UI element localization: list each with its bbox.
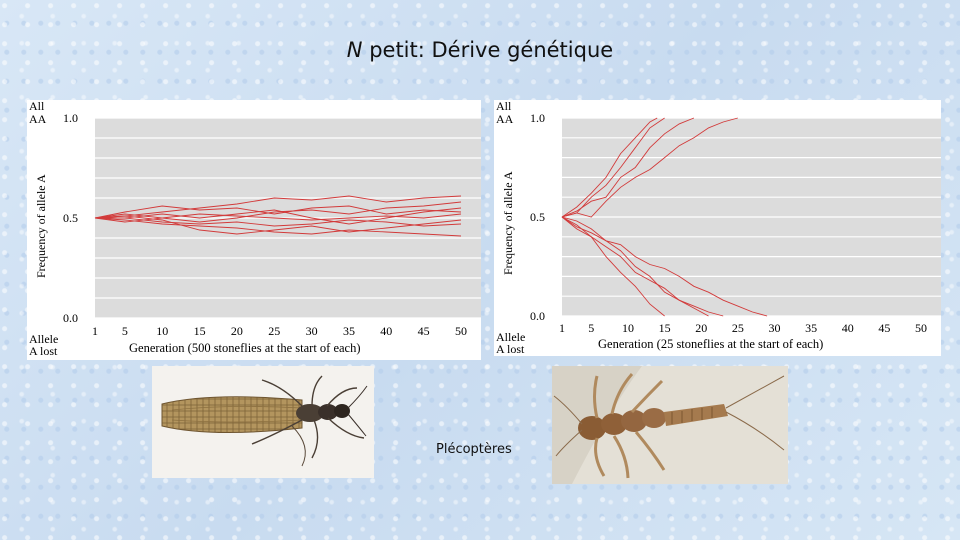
series-line-7 [94,215,462,235]
series-line-6 [561,216,724,317]
x-tick-label: 1 [92,324,98,338]
stonefly-adult-photo [152,366,374,478]
y-tick-labels: 0.0 0.5 1.0 [63,111,78,325]
x-tick-label: 30 [768,321,780,335]
x-tick-label: 15 [659,321,671,335]
x-tick-label: 10 [156,324,168,338]
x-tick-label: 30 [306,324,318,338]
series-line-8 [95,207,462,225]
x-tick-label: 10 [622,321,634,335]
y-axis-label: Frequency of allele A [34,174,48,278]
series-group [561,117,768,317]
drift-chart-small-population: All AA Allele A lost Frequency of allele… [496,100,941,356]
x-tick-label: 50 [455,324,467,338]
series-line-8 [561,216,665,317]
y-axis-label: Frequency of allele A [501,171,515,275]
y-tick-labels: 0.0 0.5 1.0 [530,111,545,323]
series-line-5 [94,205,462,219]
x-tick-label: 50 [915,321,927,335]
x-tick-label: 40 [842,321,854,335]
bottom-label-1: Allele [496,330,525,344]
series-line-2 [561,117,695,218]
series-line-6 [94,213,462,223]
series-line-1 [561,117,658,218]
top-label-1: All [496,100,512,113]
series-line-3 [94,201,462,223]
x-tick-labels: 1 5 10 15 20 25 30 35 40 45 50 [559,321,927,335]
bottom-label-2: A lost [496,342,525,356]
drift-chart-large-population: All AA Allele A lost Frequency of allele… [29,100,481,358]
y-tick-label: 0.5 [530,210,545,224]
x-tick-label: 1 [559,321,565,335]
y-tick-label: 1.0 [63,111,78,125]
bottom-label-1: Allele [29,332,58,346]
x-axis-label: Generation (500 stoneflies at the start … [129,341,361,355]
chart-panel-large-population: All AA Allele A lost Frequency of allele… [27,100,481,360]
x-tick-label: 20 [695,321,707,335]
series-line-2 [94,217,462,237]
stonefly-nymph-photo [552,366,788,484]
x-tick-label: 40 [380,324,392,338]
stonefly-nymph-illustration [552,366,788,484]
x-tick-label: 15 [194,324,206,338]
x-tick-label: 25 [732,321,744,335]
series-line-5 [561,216,768,317]
y-tick-label: 0.0 [530,309,545,323]
bottom-label-2: A lost [29,344,58,358]
stonefly-adult-illustration [161,375,368,467]
x-tick-label: 25 [268,324,280,338]
top-label-2: AA [496,112,514,126]
title-text: petit: Dérive génétique [362,38,614,62]
x-tick-label: 20 [231,324,243,338]
caption-plecopteres: Plécoptères [436,442,512,457]
y-tick-label: 0.5 [63,211,78,225]
series-line-1 [94,195,462,219]
x-tick-label: 45 [878,321,890,335]
x-axis-label: Generation (25 stoneflies at the start o… [598,337,823,351]
y-tick-label: 0.0 [63,311,78,325]
x-tick-label: 5 [122,324,128,338]
slide-title: N petit: Dérive génétique [0,38,960,62]
x-tick-label: 45 [418,324,430,338]
series-group [94,195,462,237]
top-label-2: AA [29,112,47,126]
y-tick-label: 1.0 [530,111,545,125]
x-tick-labels: 1 5 10 15 20 25 30 35 40 45 50 [92,324,467,338]
top-label-1: All [29,100,45,113]
series-line-4 [561,117,665,218]
series-line-7 [561,216,709,317]
x-tick-label: 35 [805,321,817,335]
grid-lines [95,117,481,319]
chart-panel-small-population: All AA Allele A lost Frequency of allele… [494,100,941,356]
series-line-3 [561,117,738,218]
x-tick-label: 5 [588,321,594,335]
x-tick-label: 35 [343,324,355,338]
series-line-4 [95,217,462,227]
title-italic-n: N [346,38,363,62]
